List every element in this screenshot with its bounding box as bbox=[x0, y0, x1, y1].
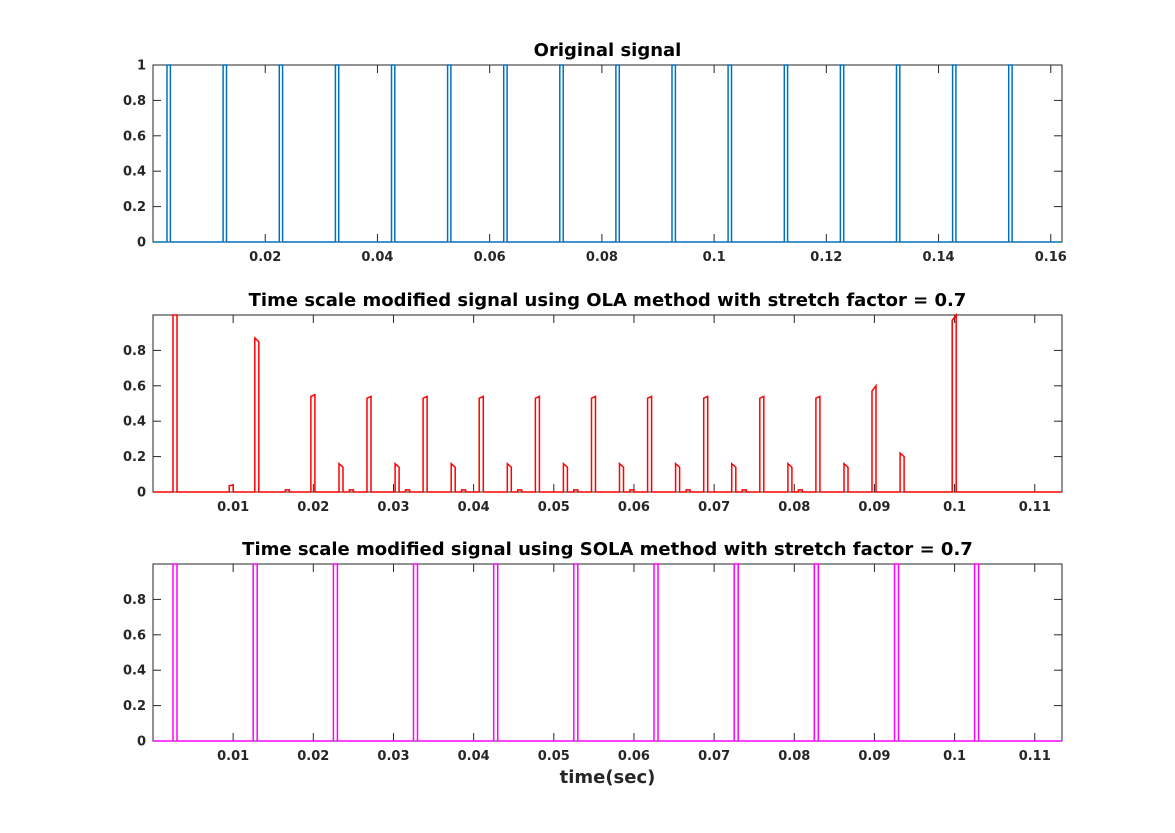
y-tick-label: 0.2 bbox=[123, 450, 146, 465]
y-tick-label: 0.6 bbox=[123, 628, 146, 643]
x-tick-label: 0.04 bbox=[361, 250, 393, 265]
x-tick-label: 0.1 bbox=[943, 500, 966, 515]
subplot-2: Time scale modified signal using OLA met… bbox=[123, 290, 1063, 515]
y-tick-label: 0.4 bbox=[123, 165, 146, 180]
y-tick-label: 0.2 bbox=[123, 200, 146, 215]
x-tick-label: 0.01 bbox=[217, 500, 249, 515]
x-tick-label: 0.05 bbox=[538, 749, 570, 764]
subplot-title: Time scale modified signal using OLA met… bbox=[249, 290, 967, 311]
x-tick-label: 0.03 bbox=[377, 749, 409, 764]
x-tick-label: 0.06 bbox=[618, 500, 650, 515]
signal-line bbox=[153, 64, 1062, 243]
x-tick-label: 0.11 bbox=[1019, 749, 1051, 764]
x-tick-label: 0.1 bbox=[943, 749, 966, 764]
x-tick-label: 0.1 bbox=[703, 250, 726, 265]
y-tick-label: 0.6 bbox=[123, 379, 146, 394]
x-tick-label: 0.12 bbox=[810, 250, 842, 265]
subplot-1: Original signal 0.02 0.04 0.06 0.08 0.1 0.12 0.… bbox=[123, 40, 1067, 265]
x-tick-label: 0.06 bbox=[618, 749, 650, 764]
x-tick-label: 0.08 bbox=[778, 749, 810, 764]
x-tick-label: 0.02 bbox=[249, 250, 281, 265]
x-axis-label: time(sec) bbox=[560, 767, 656, 788]
x-tick-label: 0.08 bbox=[778, 500, 810, 515]
y-tick-label: 0.4 bbox=[123, 415, 146, 430]
x-tick-label: 0.05 bbox=[538, 500, 570, 515]
x-tick-label: 0.07 bbox=[698, 500, 730, 515]
x-tick-label: 0.02 bbox=[297, 500, 329, 515]
signal-line bbox=[153, 563, 1062, 742]
subplot-title: Original signal bbox=[534, 40, 682, 61]
axes-frame bbox=[152, 563, 1063, 742]
y-tick-label: 0.2 bbox=[123, 699, 146, 714]
signal-line bbox=[153, 312, 1062, 493]
x-tick-label: 0.06 bbox=[474, 250, 506, 265]
y-tick-label: 0.4 bbox=[123, 664, 146, 679]
y-tick-label: 0 bbox=[137, 486, 146, 501]
subplot-3: Time scale modified signal using SOLA me… bbox=[123, 539, 1063, 788]
x-tick-label: 0.11 bbox=[1019, 500, 1051, 515]
subplot-title: Time scale modified signal using SOLA me… bbox=[242, 539, 973, 560]
axes-frame bbox=[152, 314, 1063, 493]
x-tick-label: 0.08 bbox=[586, 250, 618, 265]
x-tick-label: 0.07 bbox=[698, 749, 730, 764]
x-tick-label: 0.02 bbox=[297, 749, 329, 764]
x-tick-label: 0.16 bbox=[1035, 250, 1067, 265]
x-tick-label: 0.04 bbox=[458, 749, 490, 764]
x-tick-label: 0.09 bbox=[858, 749, 890, 764]
y-tick-label: 1 bbox=[137, 59, 146, 74]
x-tick-label: 0.04 bbox=[458, 500, 490, 515]
y-tick-label: 0.8 bbox=[123, 593, 146, 608]
x-tick-label: 0.03 bbox=[377, 500, 409, 515]
y-tick-label: 0.8 bbox=[123, 344, 146, 359]
y-tick-label: 0.6 bbox=[123, 129, 146, 144]
x-tick-label: 0.01 bbox=[217, 749, 249, 764]
y-tick-label: 0 bbox=[137, 236, 146, 251]
axes-frame bbox=[152, 64, 1063, 243]
y-tick-label: 0.8 bbox=[123, 94, 146, 109]
y-tick-label: 0 bbox=[137, 735, 146, 750]
x-tick-label: 0.14 bbox=[923, 250, 955, 265]
x-tick-label: 0.09 bbox=[858, 500, 890, 515]
